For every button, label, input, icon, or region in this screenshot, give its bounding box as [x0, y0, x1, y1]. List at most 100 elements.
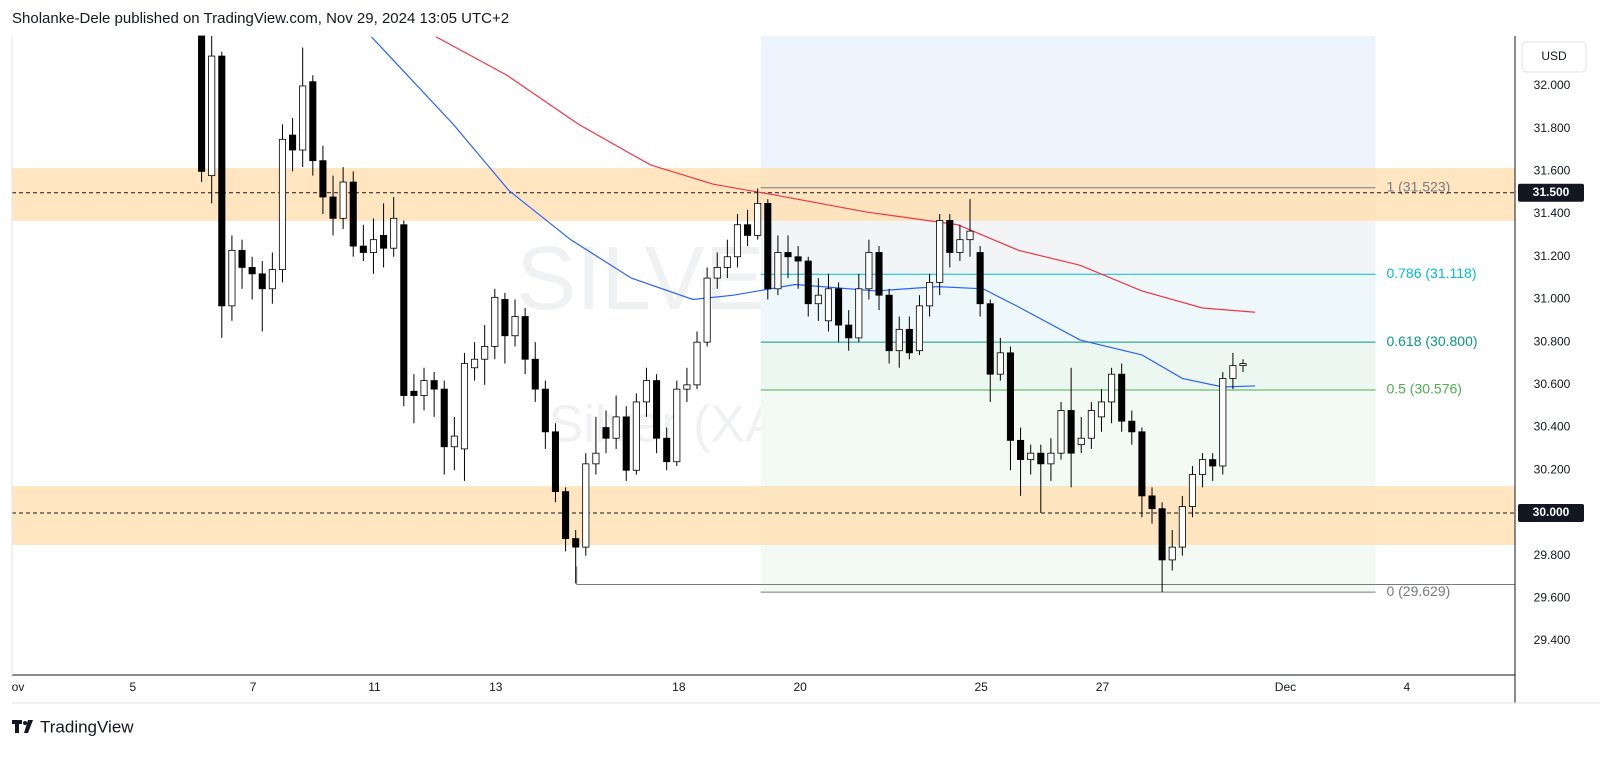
x-tick-label: ov [12, 680, 25, 694]
candle-body [824, 288, 832, 322]
candle-body [572, 538, 580, 548]
candle-body [713, 267, 721, 279]
candle-body [349, 181, 357, 247]
x-tick-label: 11 [368, 680, 381, 694]
candle-body [551, 431, 560, 493]
x-tick-label: 5 [129, 680, 136, 694]
candle-body [915, 305, 923, 352]
candle-body [1027, 452, 1035, 460]
candle-body [1077, 437, 1085, 446]
candle-body [642, 380, 650, 403]
zone [12, 486, 1515, 545]
y-tick-label: 30.600 [1534, 377, 1571, 391]
candle-body [299, 85, 307, 151]
x-tick-label: 27 [1096, 680, 1110, 694]
candle-body [1148, 495, 1156, 510]
candle-body [380, 235, 388, 249]
y-tick-label: 30.200 [1534, 462, 1571, 476]
candle-body [1057, 410, 1065, 454]
candle-body [996, 352, 1004, 375]
y-tick-label: 32.000 [1534, 78, 1571, 92]
candle-body [835, 288, 843, 326]
candle-body [582, 463, 590, 548]
candle-body [268, 269, 276, 290]
candle-body [733, 224, 741, 258]
y-tick-label: 29.600 [1534, 591, 1571, 605]
y-tick-label: 29.800 [1534, 548, 1571, 562]
candle-body [663, 437, 671, 463]
candle-body [420, 380, 428, 396]
candle-body [1138, 431, 1146, 497]
candle-body [703, 277, 711, 343]
candle-body [612, 416, 620, 439]
candle-body [1047, 452, 1055, 465]
candle-body [258, 273, 266, 290]
candle-body [359, 245, 367, 253]
candle-body [885, 294, 893, 352]
candle-body [875, 252, 883, 296]
candle-body [1158, 508, 1166, 561]
candle-body [450, 435, 458, 448]
fib-label: 0.786 (31.118) [1386, 265, 1476, 281]
candle-body [460, 363, 469, 450]
candle-body [228, 249, 236, 307]
candle-body [936, 220, 944, 283]
currency-button[interactable] [1521, 41, 1587, 73]
candle-body [683, 384, 691, 390]
candle-body [744, 224, 752, 236]
candle-body [804, 260, 812, 305]
candle-body [248, 267, 256, 275]
candle-body [622, 416, 630, 471]
brand-name: TradingView [40, 717, 134, 736]
candle-body [309, 81, 317, 162]
candle-body [501, 299, 509, 337]
level-axis-box [1518, 503, 1584, 522]
candle-body [653, 380, 661, 439]
x-tick-label: 25 [974, 680, 988, 694]
candle-body [986, 303, 994, 375]
candle-body [410, 390, 418, 396]
candle-body [632, 401, 640, 471]
level-axis-box [1518, 183, 1584, 202]
candle-body [845, 324, 853, 339]
candle-body [289, 134, 297, 151]
candle-body [784, 252, 792, 258]
candle-body [1108, 373, 1116, 403]
candle-body [946, 220, 954, 253]
publisher-line: Sholanke-Dele published on TradingView.c… [12, 10, 509, 27]
fib-label: 0 (29.629) [1386, 583, 1450, 599]
y-tick-label: 29.400 [1534, 633, 1571, 647]
x-tick-label: Dec [1275, 680, 1296, 694]
candle-body [390, 217, 398, 249]
candle-body [238, 249, 246, 268]
candle-body [329, 196, 337, 219]
candle-body [278, 138, 287, 270]
candle-body [531, 358, 539, 390]
candle-body [673, 388, 681, 463]
y-tick-label: 30.400 [1534, 420, 1571, 434]
candle-body [1087, 410, 1095, 439]
moving-average [435, 36, 1256, 313]
candle-body [976, 252, 984, 305]
candle-body [1037, 452, 1045, 465]
candle-body [592, 452, 600, 465]
candle-body [764, 202, 772, 290]
y-tick-label: 31.400 [1534, 206, 1571, 220]
candle-body [198, 35, 206, 172]
candle-body [562, 491, 570, 539]
candle-body [754, 202, 762, 236]
candle-body [1178, 506, 1186, 548]
candle-body [1229, 365, 1237, 379]
candle-body [400, 224, 408, 396]
x-tick-label: 20 [793, 680, 807, 694]
candle-body [339, 181, 347, 219]
candle-body [1168, 546, 1176, 561]
candle-body [794, 256, 802, 262]
fib-band [760, 342, 1376, 390]
candle-body [1067, 410, 1075, 454]
candle-body [956, 239, 964, 253]
x-tick-label: 4 [1403, 680, 1410, 694]
brand-logo [12, 720, 33, 733]
candle-body [926, 281, 934, 307]
